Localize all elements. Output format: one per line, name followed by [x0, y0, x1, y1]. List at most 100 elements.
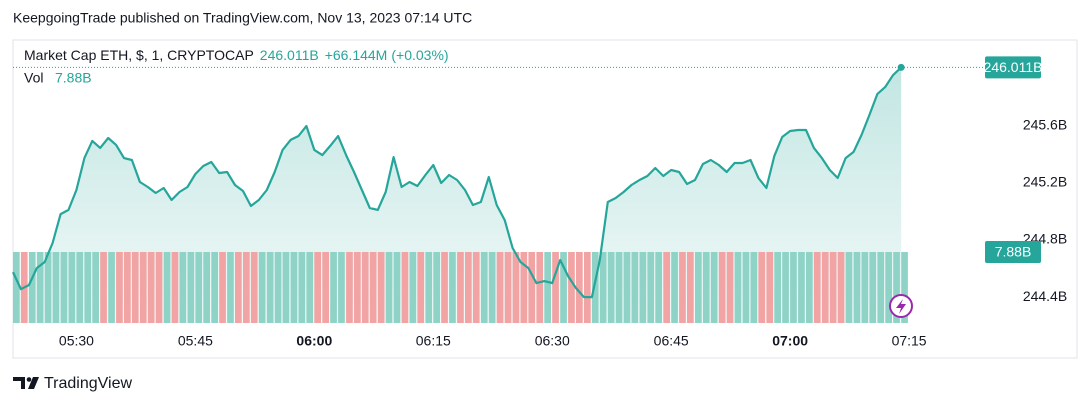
volume-bar	[671, 252, 678, 323]
volume-bar	[163, 252, 171, 323]
volume-bar	[235, 252, 242, 323]
volume-bar	[179, 252, 187, 323]
volume-bar	[306, 252, 314, 323]
volume-bar	[60, 252, 68, 323]
volume-bar	[243, 252, 250, 323]
volume-bar	[250, 252, 258, 323]
volume-bar	[13, 252, 20, 323]
volume-title: Vol	[24, 70, 43, 86]
volume-bar	[576, 252, 583, 323]
volume-bar	[496, 252, 504, 323]
volume-bar	[433, 252, 440, 323]
volume-bar	[853, 252, 861, 323]
volume-value: 7.88B	[55, 70, 92, 86]
volume-bar	[702, 252, 710, 323]
volume-bar	[861, 252, 869, 323]
volume-bar	[584, 252, 591, 323]
volume-bar	[274, 252, 282, 323]
volume-bar	[68, 252, 76, 323]
volume-bar	[417, 252, 425, 323]
volume-bar	[171, 252, 179, 323]
volume-bar	[457, 252, 464, 323]
volume-bar	[187, 252, 195, 323]
volume-bar	[568, 252, 575, 323]
volume-bar	[369, 252, 377, 323]
volume-bar	[837, 252, 845, 323]
volume-bar	[520, 252, 528, 323]
volume-bar	[354, 252, 361, 323]
legend: Market Cap ETH, $, 1, CRYPTOCAP 246.011B +…	[24, 47, 449, 63]
volume-bar	[488, 252, 496, 323]
lightning-icon[interactable]	[889, 294, 913, 318]
volume-bar	[449, 252, 456, 323]
volume-bar	[219, 252, 226, 323]
volume-bar	[679, 252, 686, 323]
volume-bar	[512, 252, 520, 323]
volume-bar	[124, 252, 131, 323]
volume-bar	[806, 252, 813, 323]
volume-bar	[766, 252, 774, 323]
legend-change: +66.144M	[325, 47, 388, 63]
volume-bar	[84, 252, 92, 323]
last-point	[897, 63, 905, 71]
volume-bar	[877, 252, 885, 323]
x-tick-label: 05:30	[59, 333, 94, 349]
volume-bar	[338, 252, 345, 323]
volume-bar	[734, 252, 742, 323]
volume-bar	[44, 252, 52, 323]
volume-bar	[480, 252, 488, 323]
volume-bar	[147, 252, 155, 323]
volume-bar	[298, 252, 306, 323]
volume-bar	[385, 252, 393, 323]
volume-bar	[195, 252, 203, 323]
volume-bar	[655, 252, 662, 323]
volume-bar	[76, 252, 84, 323]
volume-bar	[258, 252, 266, 323]
volume-bar	[782, 252, 789, 323]
volume-bar	[813, 252, 821, 323]
volume-bar	[885, 252, 892, 323]
volume-bar	[377, 252, 385, 323]
legend-change-pct: (+0.03%)	[391, 47, 448, 63]
volume-bar	[290, 252, 298, 323]
volume-bar	[829, 252, 837, 323]
last-price-tag-label: 246.011B	[984, 59, 1043, 75]
x-tick-label: 06:45	[654, 333, 689, 349]
volume-bar	[615, 252, 623, 323]
x-tick-label: 05:45	[178, 333, 213, 349]
volume-bar	[131, 252, 139, 323]
volume-bar	[361, 252, 369, 323]
volume-bar	[92, 252, 99, 323]
volume-bar	[528, 252, 536, 323]
volume-bar	[108, 252, 115, 323]
volume-bar	[155, 252, 163, 323]
volume-bar	[401, 252, 409, 323]
volume-bar	[203, 252, 210, 323]
volume-bar	[869, 252, 877, 323]
volume-bar	[36, 252, 44, 323]
volume-bar	[663, 252, 670, 323]
volume-bar	[901, 252, 908, 323]
volume-bar	[647, 252, 655, 323]
volume-bar	[409, 252, 417, 323]
volume-bar	[639, 252, 647, 323]
volume-bar	[758, 252, 766, 323]
volume-bar	[28, 252, 36, 323]
volume-bar	[322, 252, 329, 323]
volume-bar	[282, 252, 290, 323]
volume-bar	[52, 252, 60, 323]
volume-bar	[790, 252, 797, 323]
volume-tag	[985, 241, 1041, 263]
volume-bar	[116, 252, 123, 323]
y-tick-label: 244.4B	[1023, 288, 1067, 304]
volume-bar	[536, 252, 544, 323]
volume-bar	[631, 252, 639, 323]
symbol: Market Cap ETH, $, 1, CRYPTOCAP	[24, 47, 254, 63]
y-tick-label: 245.6B	[1023, 117, 1067, 133]
volume-bar	[100, 252, 107, 323]
volume-bar	[774, 252, 781, 323]
volume-bar	[821, 252, 829, 323]
volume-bar	[330, 252, 337, 323]
volume-bar	[544, 252, 551, 323]
